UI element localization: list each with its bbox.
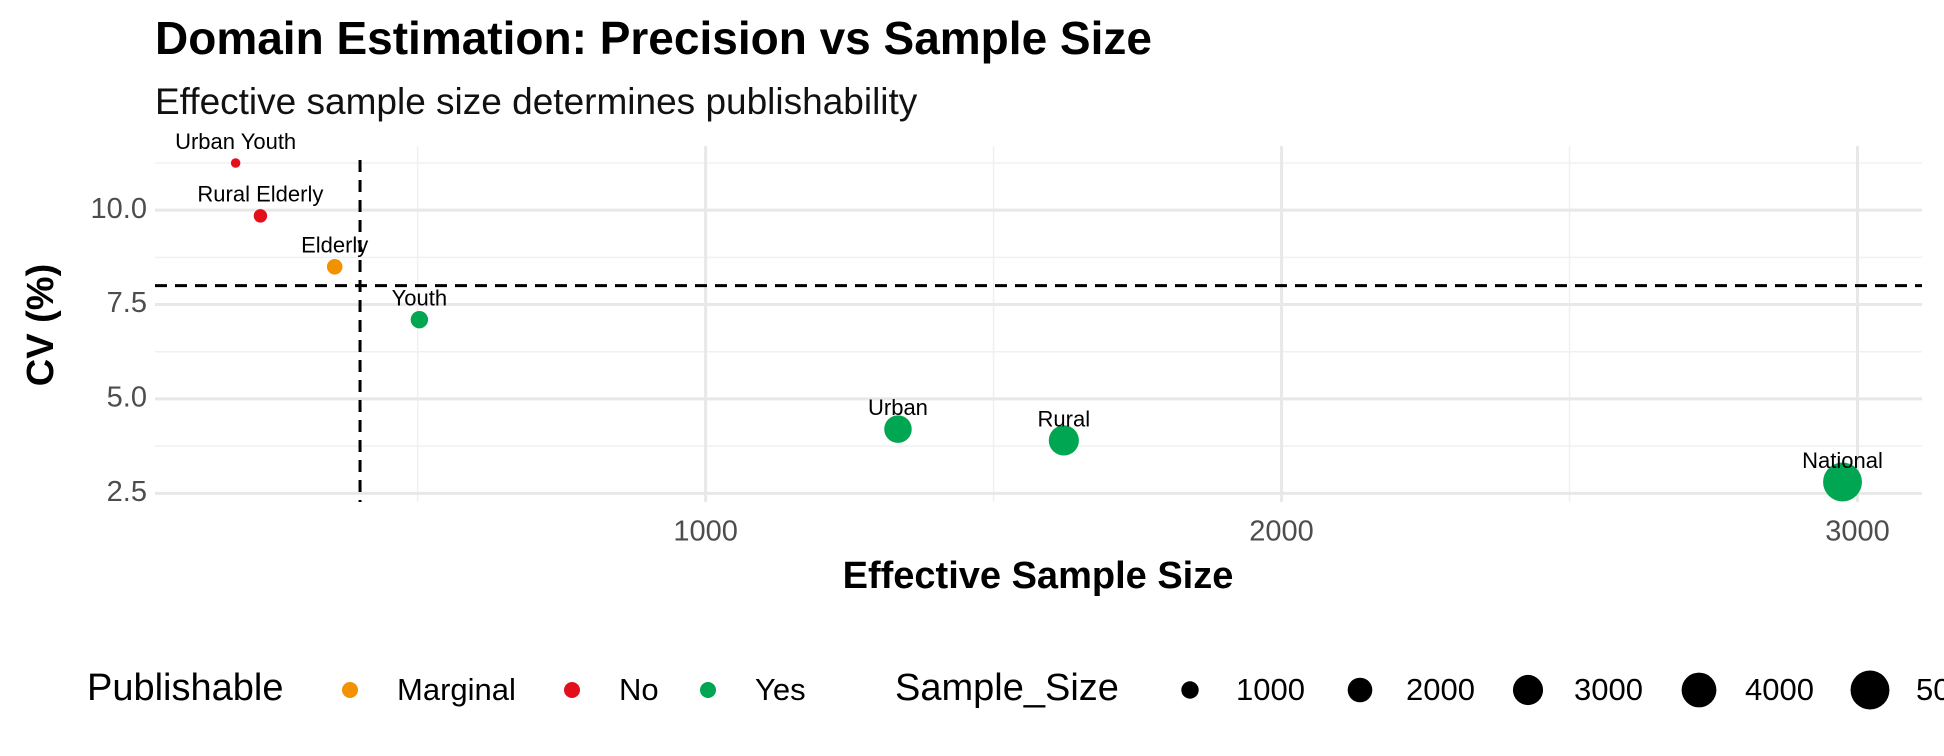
size-legend-swatch — [1347, 677, 1373, 703]
y-tick-label: 2.5 — [107, 476, 147, 508]
legend-label: Marginal — [397, 672, 516, 707]
y-axis-title: CV (%) — [20, 264, 62, 386]
point — [253, 209, 268, 223]
legend-label: Yes — [755, 672, 806, 707]
legend-label: 1000 — [1236, 672, 1305, 707]
legend-label: 2000 — [1406, 672, 1475, 707]
legend-swatch — [342, 682, 358, 698]
point-label: National — [1802, 448, 1883, 473]
y-tick-label: 7.5 — [107, 287, 147, 319]
point-label: Youth — [392, 285, 447, 310]
size-legend-swatch — [1512, 674, 1544, 706]
chart-subtitle: Effective sample size determines publish… — [155, 81, 918, 122]
point-label: Rural — [1038, 406, 1091, 431]
point-label: Urban Youth — [175, 129, 296, 154]
y-tick-label: 10.0 — [91, 193, 147, 225]
x-axis-title: Effective Sample Size — [843, 555, 1234, 597]
chart-title: Domain Estimation: Precision vs Sample S… — [155, 12, 1152, 64]
x-tick-label: 3000 — [1825, 516, 1890, 548]
x-tick-label: 1000 — [673, 516, 738, 548]
point — [326, 259, 343, 275]
legend-swatch — [700, 682, 716, 698]
point — [1048, 425, 1079, 456]
legend-label: 5000 — [1916, 672, 1944, 707]
legend-label: 3000 — [1574, 672, 1643, 707]
legend-title: Publishable — [87, 667, 283, 709]
point — [884, 415, 912, 443]
legend-label: 4000 — [1745, 672, 1814, 707]
point-label: Rural Elderly — [197, 182, 323, 207]
legend-label: No — [619, 672, 659, 707]
legend-swatch — [564, 682, 580, 698]
point — [410, 310, 429, 329]
size-legend-swatch — [1681, 672, 1717, 708]
point-label: Elderly — [301, 233, 368, 258]
size-legend-swatch — [1850, 670, 1890, 710]
point — [1823, 462, 1862, 502]
point — [230, 158, 241, 168]
x-tick-label: 2000 — [1249, 516, 1314, 548]
point-label: Urban — [868, 395, 928, 420]
size-legend-swatch — [1181, 681, 1199, 699]
y-tick-label: 5.0 — [107, 382, 147, 414]
legend-title: Sample_Size — [895, 667, 1119, 709]
